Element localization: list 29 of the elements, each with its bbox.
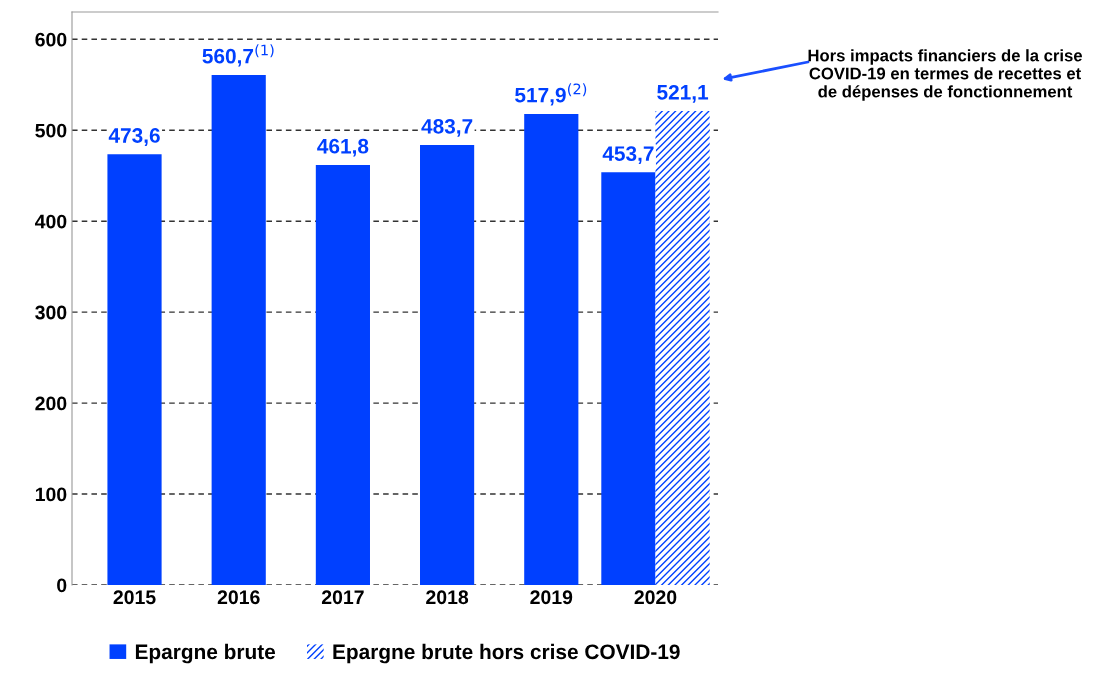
y-tick-label: 600 <box>35 32 67 47</box>
legend-label: Epargne brute <box>135 643 276 664</box>
x-tick-label: 2019 <box>530 590 573 605</box>
text: Hors impacts financiers de la crise COVID-19 en termes de recettes et de dépenses de fonctionnement <box>808 49 1082 101</box>
y-tick-label: 500 <box>35 123 67 138</box>
x-tick-label: 2018 <box>426 590 469 605</box>
data-label: 560,7$^{(1)}$ <box>202 44 274 67</box>
x-tick-label: 2017 <box>321 590 364 605</box>
bar <box>107 154 162 585</box>
y-tick-label: 400 <box>34 214 67 229</box>
x-tick-label: 2015 <box>113 590 156 605</box>
y-tick-label: 0 <box>57 578 67 593</box>
bar <box>420 145 475 585</box>
data-label: 521,1 <box>657 84 709 103</box>
data-label: 483,7 <box>421 118 473 137</box>
data-label: 453,7 <box>602 146 654 164</box>
data-label: 473,6 <box>108 128 160 146</box>
data-label: 461,8 <box>317 138 369 157</box>
legend-label: Epargne brute hors crise COVID-19 <box>333 643 680 664</box>
y-tick-label: 200 <box>35 396 67 411</box>
x-tick-label: 2016 <box>217 590 260 605</box>
y-tick-label: 300 <box>35 305 67 320</box>
bar <box>655 111 710 585</box>
data-label: 517,9$^{(2)}$ <box>515 83 587 106</box>
y-tick-label: 100 <box>35 487 67 502</box>
bar <box>524 113 579 585</box>
bar <box>211 75 266 585</box>
x-tick-label: 2020 <box>634 590 677 605</box>
bar <box>315 164 370 585</box>
